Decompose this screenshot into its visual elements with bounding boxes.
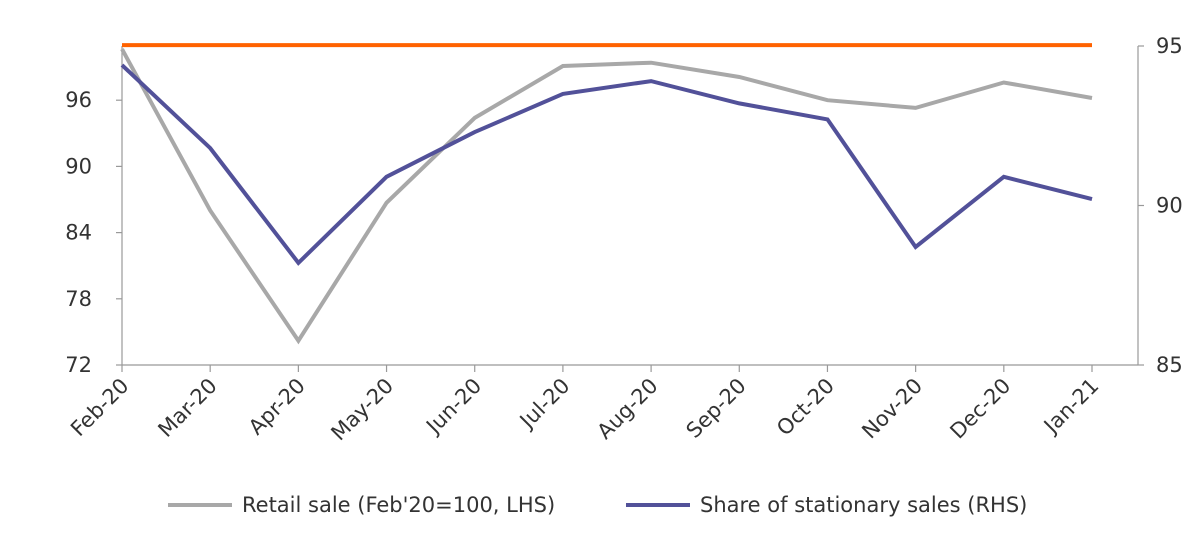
legend-label-2: Share of stationary sales (RHS)	[700, 493, 1027, 517]
right-tick-label: 95	[1156, 34, 1183, 58]
x-tick-label: Nov-20	[857, 374, 927, 444]
axes: 72 78 84 90 96 85 90 95 Feb-20 Mar-20 Apr-20 May-20…	[65, 34, 1182, 445]
x-tick-label: Jun-20	[420, 374, 486, 440]
x-tick-label: Sep-20	[682, 374, 751, 443]
x-tick-label: Oct-20	[772, 374, 839, 441]
legend: Retail sale (Feb'20=100, LHS) Share of st…	[168, 493, 1027, 517]
right-tick-label: 85	[1156, 353, 1183, 377]
left-tick-label: 78	[65, 287, 92, 311]
right-tick-label: 90	[1156, 194, 1183, 218]
x-tick-label: May-20	[326, 374, 398, 446]
x-tick-label: Feb-20	[66, 374, 134, 442]
x-tick-label: Jan-21	[1038, 374, 1104, 440]
series-line-1	[120, 48, 1093, 345]
left-tick-label: 84	[65, 221, 92, 245]
x-tick-label: Mar-20	[153, 374, 221, 442]
x-tick-label: Aug-20	[592, 374, 662, 444]
left-tick-label: 72	[65, 353, 92, 377]
series-group	[120, 48, 1093, 345]
left-tick-label: 90	[65, 154, 92, 178]
left-tick-label: 96	[65, 88, 92, 112]
legend-label-1: Retail sale (Feb'20=100, LHS)	[242, 493, 555, 517]
series-line-2	[120, 63, 1093, 266]
x-tick-label: Apr-20	[244, 374, 310, 440]
x-tick-label: Dec-20	[945, 374, 1015, 444]
x-tick-label: Jul-20	[514, 374, 575, 435]
